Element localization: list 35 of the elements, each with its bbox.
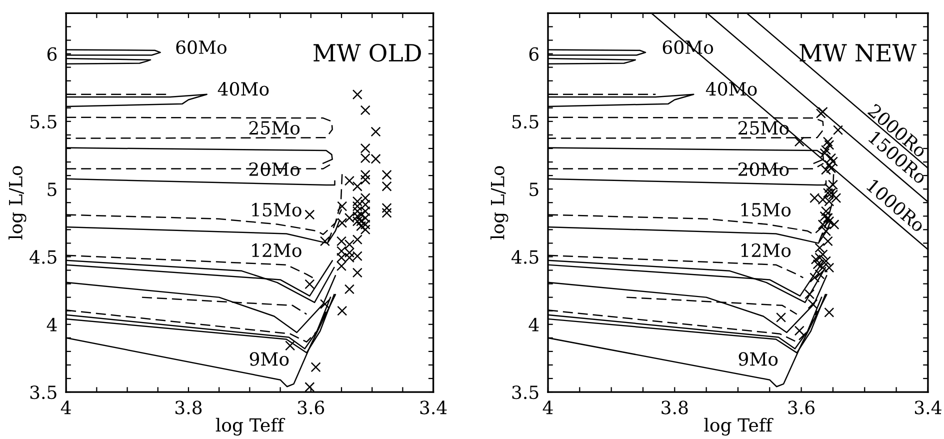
annotation: 25Mo (249, 121, 300, 135)
x-tick-label: 4 (60, 400, 71, 414)
y-tick-label: 5 (48, 182, 56, 196)
annotation: 15Mo (252, 202, 302, 217)
y-axis-title: log L/Lo (490, 166, 508, 240)
y-tick-label: 4.5 (30, 250, 56, 264)
y-axis-title: log L/Lo (8, 166, 26, 240)
y-tick-label: 6 (529, 47, 539, 61)
x-tick-label: 3.6 (788, 400, 815, 414)
annotation: 9Mo (250, 352, 289, 366)
annotation: 40Mo (218, 82, 269, 96)
annotation: 12Mo (741, 243, 791, 258)
x-tick-label: 4 (542, 400, 553, 414)
y-tick-label: 5 (530, 182, 538, 196)
annotation: MW NEW (800, 44, 916, 62)
y-tick-label: 5.5 (512, 115, 538, 129)
x-tick-label: 3.8 (176, 400, 202, 414)
y-tick-label: 4 (528, 318, 539, 332)
y-tick-label: 4 (46, 318, 57, 332)
annotation: 12Mo (252, 243, 302, 258)
x-axis-title: log Teff (216, 418, 286, 436)
y-tick-label: 5.5 (30, 115, 56, 129)
x-tick-label: 3.8 (662, 400, 688, 414)
x-axis-title: log Teff (704, 418, 774, 436)
x-tick-label: 3.4 (420, 400, 447, 414)
annotation: MW OLD (314, 44, 421, 62)
y-tick-label: 3.5 (512, 385, 538, 400)
annotation: 9Mo (738, 352, 778, 366)
annotation: 60Mo (176, 40, 226, 54)
y-tick-label: 4.5 (512, 250, 538, 264)
x-tick-label: 3.4 (914, 400, 942, 414)
y-tick-label: 6 (47, 47, 57, 61)
x-tick-label: 3.6 (298, 400, 324, 414)
annotation: 15Mo (741, 202, 791, 217)
y-tick-label: 3.5 (30, 385, 56, 400)
